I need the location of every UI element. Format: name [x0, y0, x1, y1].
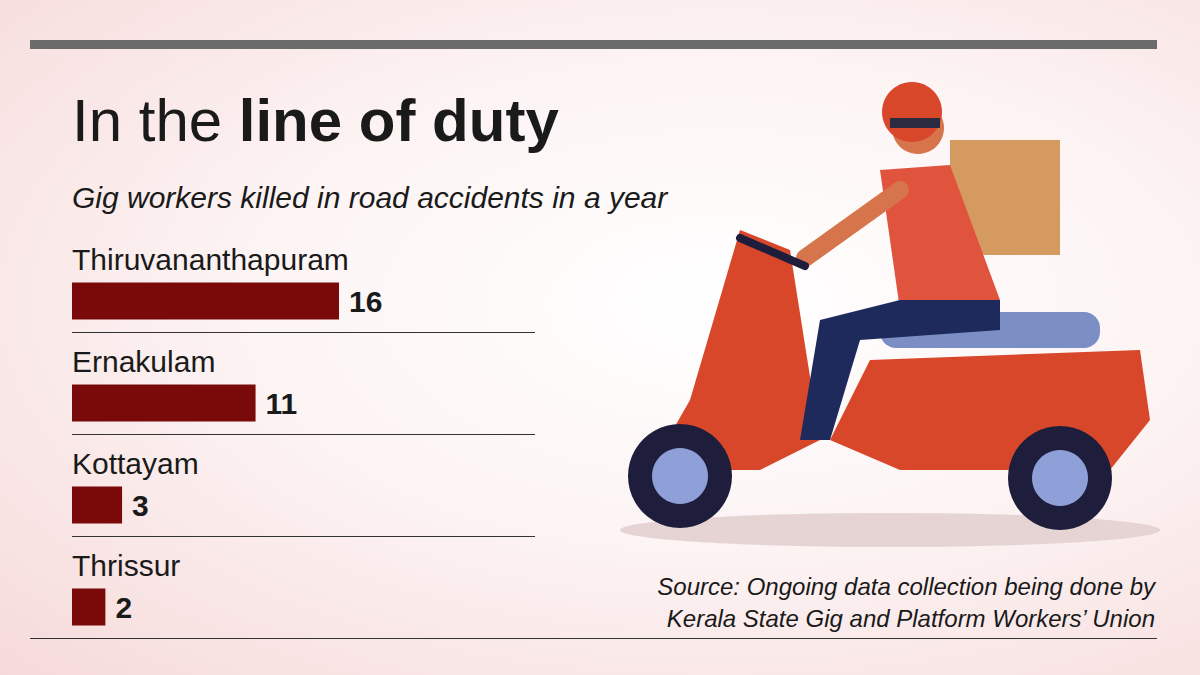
- svg-text:2: 2: [115, 591, 132, 624]
- svg-text:Source: Ongoing data collectio: Source: Ongoing data collection being do…: [657, 573, 1157, 600]
- svg-text:11: 11: [266, 387, 298, 420]
- svg-text:Thrissur: Thrissur: [72, 549, 180, 582]
- svg-text:16: 16: [349, 285, 382, 318]
- svg-text:Thiruvananthapuram: Thiruvananthapuram: [72, 243, 349, 276]
- svg-text:In the: In the: [72, 87, 239, 154]
- svg-text:Gig workers killed in road acc: Gig workers killed in road accidents in …: [72, 181, 668, 214]
- svg-text:Ernakulam: Ernakulam: [72, 345, 215, 378]
- svg-text:Kerala State Gig and Platform: Kerala State Gig and Platform Workers’ U…: [667, 605, 1155, 632]
- svg-text:line of duty: line of duty: [239, 87, 560, 154]
- svg-text:Kottayam: Kottayam: [72, 447, 199, 480]
- svg-text:3: 3: [132, 489, 149, 522]
